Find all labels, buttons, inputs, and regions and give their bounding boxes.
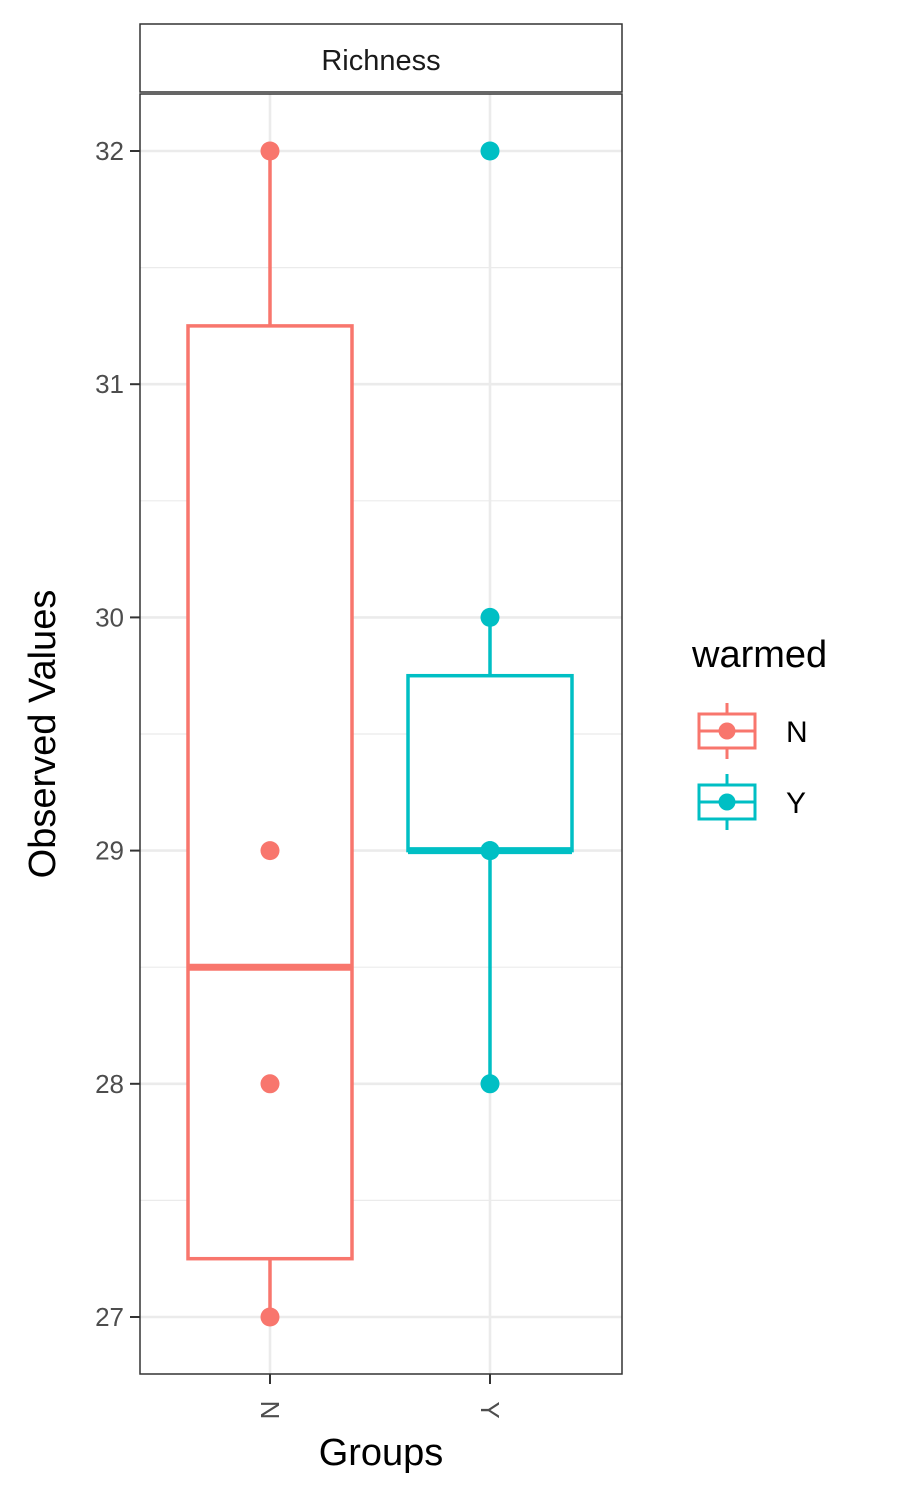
box-group-Y bbox=[406, 141, 574, 1094]
box-N bbox=[186, 324, 354, 1261]
data-point bbox=[480, 607, 500, 627]
x-tick-label: N bbox=[255, 1401, 285, 1420]
legend: warmed N Y bbox=[691, 634, 827, 830]
legend-title: warmed bbox=[691, 634, 827, 676]
y-axis-title: Observed Values bbox=[22, 590, 64, 879]
x-tick-label: Y bbox=[475, 1401, 505, 1418]
x-axis-title: Groups bbox=[319, 1432, 444, 1474]
y-tick-label: 30 bbox=[95, 602, 124, 632]
box-group-N bbox=[186, 141, 354, 1327]
legend-key-Y: Y bbox=[697, 774, 806, 830]
data-point bbox=[480, 841, 500, 861]
data-layer bbox=[186, 141, 574, 1327]
legend-label: N bbox=[786, 716, 808, 749]
legend-point bbox=[718, 793, 736, 811]
y-tick-label: 32 bbox=[95, 136, 124, 166]
y-tick-label: 31 bbox=[95, 369, 124, 399]
data-point bbox=[260, 841, 280, 861]
axes: 27 28 29 30 31 32 N Y bbox=[95, 136, 505, 1419]
panel-border bbox=[139, 93, 623, 1375]
data-point bbox=[260, 1307, 280, 1327]
facet-strip: Richness bbox=[139, 23, 623, 93]
legend-key-N: N bbox=[697, 703, 808, 759]
data-point bbox=[260, 1074, 280, 1094]
y-tick-label: 28 bbox=[95, 1069, 124, 1099]
legend-label: Y bbox=[786, 787, 806, 820]
box-Y bbox=[406, 673, 574, 853]
y-tick-label: 29 bbox=[95, 836, 124, 866]
legend-point bbox=[718, 722, 736, 740]
data-point bbox=[480, 1074, 500, 1094]
data-point bbox=[260, 141, 280, 161]
y-tick-label: 27 bbox=[95, 1302, 124, 1332]
data-point bbox=[480, 141, 500, 161]
facet-strip-label: Richness bbox=[321, 45, 440, 77]
